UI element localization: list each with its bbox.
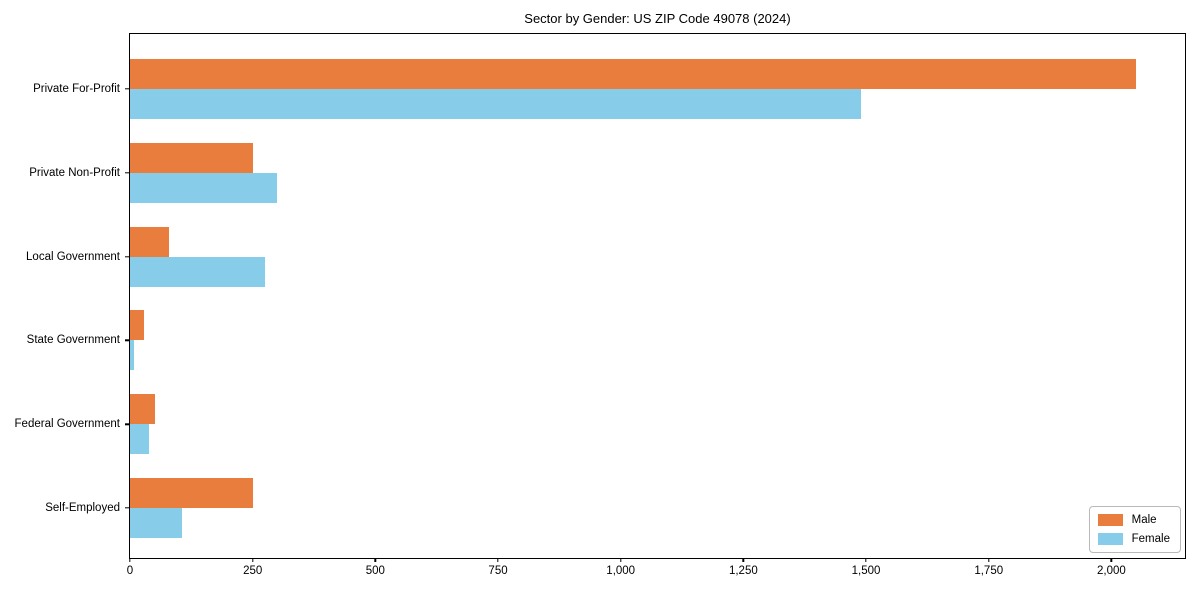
- plot-area: Male Female Private For-Profit Private Non…: [15, 33, 1186, 577]
- bar-male: [130, 310, 144, 341]
- x-tick-mark: [865, 558, 867, 562]
- x-tick-mark: [374, 558, 377, 562]
- bar-group: Private Non-Profit: [29, 142, 1185, 203]
- legend-swatch-icon: [1097, 533, 1123, 545]
- legend-label: Male: [1131, 514, 1157, 526]
- y-axis-label: Private Non-Profit: [29, 166, 120, 179]
- y-tick-mark: [125, 88, 129, 90]
- bar-group: Private For-Profit: [33, 59, 1185, 119]
- y-tick-mark: [125, 507, 129, 509]
- bar-female: [130, 172, 278, 203]
- y-tick-mark: [125, 172, 129, 174]
- x-tick-label: 750: [488, 565, 508, 577]
- bar-male: [130, 394, 155, 425]
- bar-female: [130, 89, 862, 119]
- x-tick-label: 0: [126, 565, 134, 577]
- y-axis-label: Local Government: [26, 250, 120, 263]
- legend: Male Female: [1088, 506, 1181, 553]
- x-tick-label: 2,000: [1097, 565, 1126, 577]
- bar-female: [130, 508, 182, 538]
- y-axis-label: Self-Employed: [45, 502, 120, 514]
- bar-male: [130, 226, 170, 257]
- y-axis-label: State Government: [26, 334, 120, 347]
- bar-group: Federal Government: [15, 394, 1185, 455]
- bar-group: State Government: [27, 310, 1185, 371]
- bar-male: [130, 478, 253, 508]
- y-tick-mark: [125, 423, 129, 425]
- x-tick-label: 1,500: [851, 565, 881, 577]
- x-tick-mark: [129, 558, 131, 562]
- x-tick-mark: [251, 558, 254, 562]
- x-tick-label: 1,250: [728, 565, 758, 577]
- x-tick-mark: [497, 558, 499, 562]
- x-tick-mark: [619, 558, 622, 562]
- x-tick-mark: [1110, 558, 1113, 562]
- legend-item-female: Female: [1097, 533, 1170, 545]
- legend-label: Female: [1131, 533, 1170, 545]
- x-tick-label: 500: [365, 565, 385, 577]
- x-tick-label: 250: [243, 565, 263, 577]
- chart-title: Sector by Gender: US ZIP Code 49078 (202…: [524, 11, 791, 26]
- y-tick-mark: [125, 339, 129, 342]
- x-tick-mark: [742, 558, 745, 562]
- bar-male: [130, 142, 253, 173]
- bar-group: Self-Employed: [45, 478, 1185, 538]
- bar-male: [130, 59, 1136, 89]
- x-tick-label: 1,750: [974, 565, 1004, 577]
- legend-swatch-icon: [1097, 514, 1123, 526]
- bar-female: [130, 424, 149, 455]
- y-axis-label: Federal Government: [14, 418, 120, 431]
- x-tick-mark: [988, 558, 990, 562]
- bar-female: [130, 256, 265, 287]
- legend-item-male: Male: [1097, 514, 1170, 526]
- bar-group: Local Government: [26, 226, 1185, 287]
- bar-female: [130, 340, 135, 371]
- x-tick-label: 1,000: [606, 565, 636, 577]
- y-axis-label: Private For-Profit: [33, 83, 120, 95]
- y-tick-mark: [125, 255, 129, 258]
